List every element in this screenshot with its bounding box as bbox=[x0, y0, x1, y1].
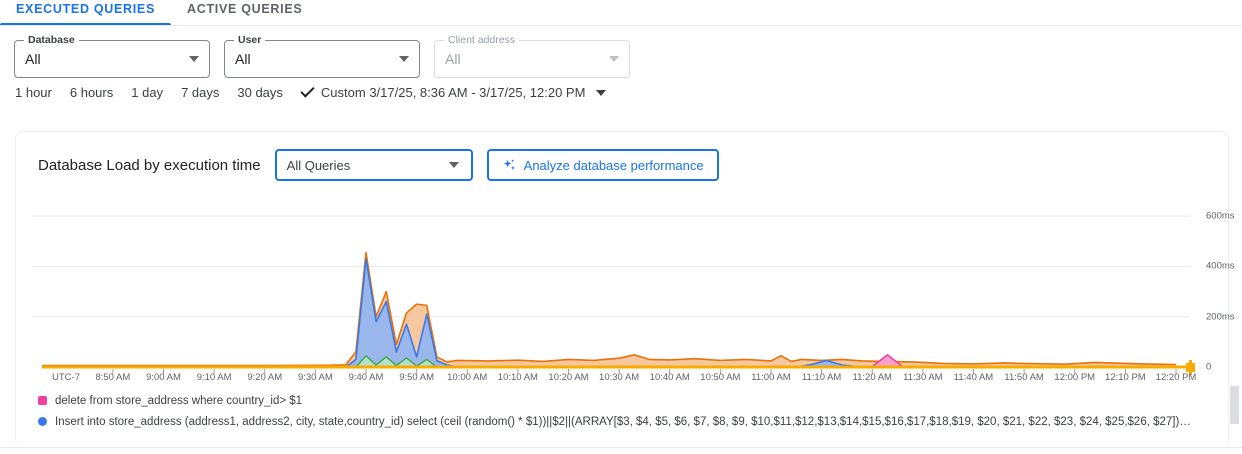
chart-header: Database Load by execution time All Quer… bbox=[38, 149, 719, 181]
x-tick-label: 12:10 PM bbox=[1105, 372, 1146, 383]
time-range-custom[interactable]: Custom 3/17/25, 8:36 AM - 3/17/25, 12:20… bbox=[300, 83, 607, 100]
chevron-down-icon bbox=[596, 89, 607, 96]
x-tick-label: 10:50 AM bbox=[700, 372, 741, 383]
database-load-card: Database Load by execution time All Quer… bbox=[15, 131, 1235, 447]
x-tick-label: 10:30 AM bbox=[599, 372, 640, 383]
vertical-scrollbar[interactable] bbox=[1230, 384, 1239, 449]
x-tick-label: 9:00 AM bbox=[146, 372, 181, 383]
time-range-1-day[interactable]: 1 day bbox=[131, 85, 164, 100]
time-range-1-hour[interactable]: 1 hour bbox=[15, 85, 52, 100]
x-tick-label: 10:00 AM bbox=[447, 372, 488, 383]
chevron-down-icon bbox=[189, 56, 199, 62]
scrollbar-thumb[interactable] bbox=[1230, 386, 1239, 424]
chart-canvas bbox=[32, 215, 1195, 375]
client-address-filter-value: All bbox=[445, 51, 461, 67]
tab-active-queries[interactable]: ACTIVE QUERIES bbox=[171, 0, 318, 26]
time-range-selector: 1 hour 6 hours 1 day 7 days 30 days Cust… bbox=[15, 83, 607, 100]
filter-row: Database All User All Client address All bbox=[14, 34, 630, 78]
query-select-value: All Queries bbox=[286, 157, 351, 173]
legend-item-insert[interactable]: Insert into store_address (address1, add… bbox=[38, 411, 1218, 432]
x-tick-label: 12:20 PM bbox=[1155, 372, 1197, 383]
y-tick-label: 200ms bbox=[1206, 311, 1235, 323]
user-filter-value: All bbox=[235, 51, 251, 67]
checkmark-icon bbox=[300, 83, 315, 98]
tab-executed-queries[interactable]: EXECUTED QUERIES bbox=[0, 0, 172, 26]
x-tick-label: 11:00 AM bbox=[751, 372, 791, 383]
tab-executed-queries-label: EXECUTED QUERIES bbox=[16, 2, 156, 16]
x-tick-label: 12:00 PM bbox=[1054, 372, 1096, 383]
timezone-label: UTC-7 bbox=[52, 372, 80, 383]
tab-bar: EXECUTED QUERIES ACTIVE QUERIES bbox=[0, 0, 1242, 26]
query-select[interactable]: All Queries bbox=[274, 149, 473, 181]
sparkle-icon bbox=[502, 158, 517, 173]
database-filter-value: All bbox=[25, 51, 41, 67]
x-tick-label: 11:20 AM bbox=[852, 372, 892, 383]
y-tick-label: 0 bbox=[1206, 361, 1212, 373]
tab-active-indicator bbox=[0, 23, 172, 26]
x-tick-label: 10:20 AM bbox=[548, 372, 589, 383]
legend-swatch-pink bbox=[38, 396, 47, 405]
x-tick-label: 9:50 AM bbox=[399, 372, 435, 383]
legend-swatch-blue bbox=[38, 417, 47, 426]
x-tick-label: 8:50 AM bbox=[95, 372, 131, 383]
client-address-filter: Client address All bbox=[434, 34, 630, 78]
x-tick-label: 9:40 AM bbox=[348, 372, 384, 383]
analyze-database-performance-button[interactable]: Analyze database performance bbox=[486, 149, 719, 181]
legend-label-delete: delete from store_address where country_… bbox=[55, 394, 303, 407]
tab-active-queries-label: ACTIVE QUERIES bbox=[187, 2, 303, 16]
user-filter[interactable]: User All bbox=[224, 34, 420, 78]
chevron-down-icon bbox=[399, 56, 409, 62]
chevron-down-icon bbox=[609, 56, 619, 62]
x-tick-label: 10:40 AM bbox=[649, 372, 690, 383]
client-address-filter-label: Client address bbox=[444, 34, 520, 46]
x-tick-label: 9:30 AM bbox=[297, 372, 333, 383]
y-tick-label: 600ms bbox=[1206, 210, 1235, 222]
y-axis: 0 200ms 400ms 600ms bbox=[1188, 190, 1242, 380]
time-range-7-days[interactable]: 7 days bbox=[181, 85, 220, 100]
tab-divider bbox=[0, 25, 1242, 26]
x-tick-label: 11:50 AM bbox=[1004, 372, 1044, 383]
x-tick-label: 11:30 AM bbox=[903, 372, 943, 383]
legend-label-insert: Insert into store_address (address1, add… bbox=[55, 415, 1191, 428]
x-tick-label: 9:10 AM bbox=[196, 372, 232, 383]
x-axis: UTC-7 8:50 AM 9:00 AM 9:10 AM 9:20 AM 9:30 AM… bbox=[16, 372, 1230, 388]
chevron-down-icon bbox=[448, 162, 459, 168]
time-range-30-days[interactable]: 30 days bbox=[237, 85, 283, 100]
user-filter-label: User bbox=[234, 34, 266, 46]
chart-legend: delete from store_address where country_… bbox=[38, 390, 1218, 432]
database-load-chart[interactable] bbox=[16, 190, 1230, 380]
bottom-divider bbox=[0, 447, 1242, 448]
time-range-custom-label: Custom 3/17/25, 8:36 AM - 3/17/25, 12:20… bbox=[320, 85, 586, 100]
time-range-6-hours[interactable]: 6 hours bbox=[69, 85, 114, 100]
chart-title: Database Load by execution time bbox=[38, 156, 261, 174]
database-filter-label: Database bbox=[24, 34, 79, 46]
x-tick-label: 9:20 AM bbox=[247, 372, 283, 383]
x-tick-label: 10:10 AM bbox=[497, 372, 538, 383]
x-tick-label: 11:40 AM bbox=[953, 372, 994, 383]
legend-item-delete[interactable]: delete from store_address where country_… bbox=[38, 390, 1218, 411]
x-tick-label: 11:10 AM bbox=[801, 372, 842, 383]
analyze-button-label: Analyze database performance bbox=[523, 157, 704, 173]
y-tick-label: 400ms bbox=[1206, 260, 1235, 272]
database-filter[interactable]: Database All bbox=[14, 34, 210, 78]
